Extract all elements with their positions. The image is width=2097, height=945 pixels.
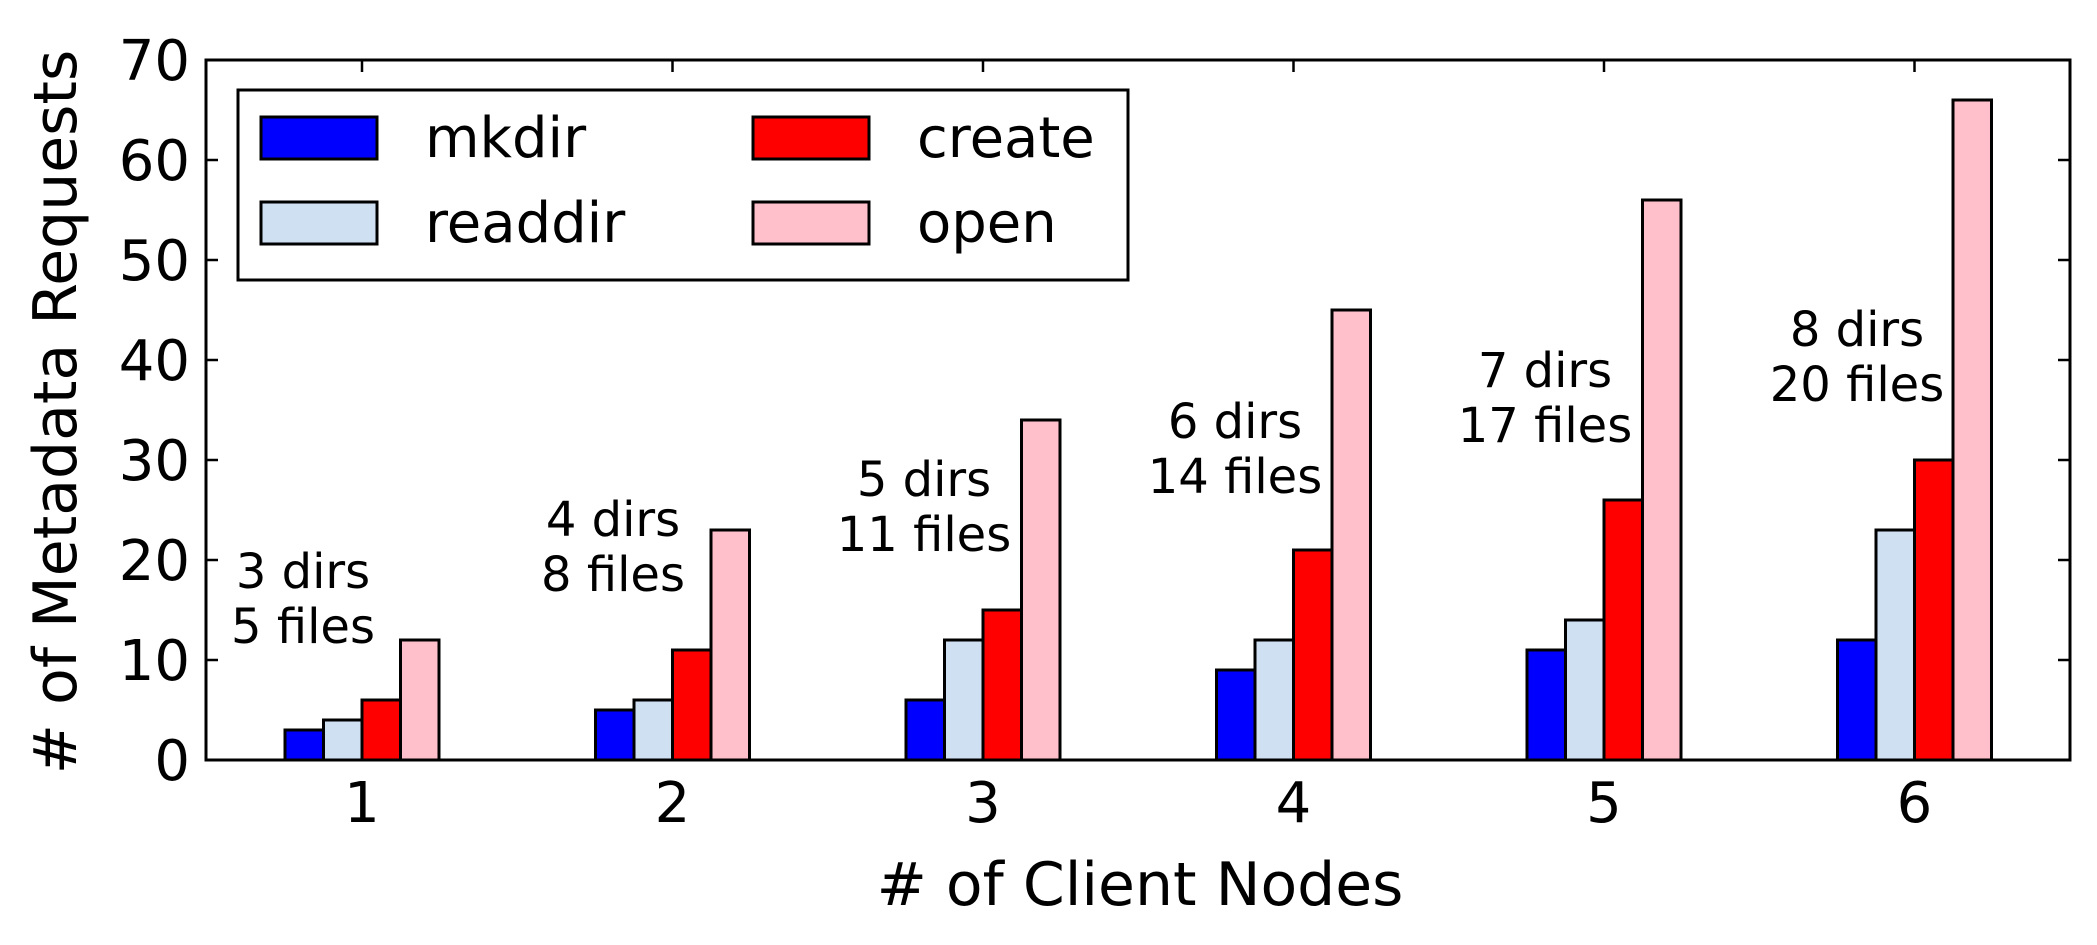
annotation-1-line1: 3 dirs (236, 544, 370, 600)
bar-mkdir-4 (1215, 668, 1257, 762)
y-tick-label: 30 (119, 429, 190, 494)
annotation-2-line2: 8 files (541, 547, 685, 603)
bar-readdir-6 (1874, 528, 1916, 762)
bar-mkdir-3 (904, 698, 946, 762)
y-tick-label: 20 (119, 529, 190, 594)
legend-label-create: create (917, 106, 1095, 171)
x-axis-label: # of Client Nodes (877, 850, 1404, 920)
axes: 0 10 20 30 40 50 60 70 1 2 3 4 5 6 (119, 29, 2070, 836)
bar-open-5 (1641, 198, 1683, 762)
x-tick-label: 1 (344, 771, 380, 836)
bar-open-4 (1330, 308, 1372, 762)
x-tick-label: 4 (1276, 771, 1312, 836)
bar-readdir-4 (1253, 638, 1295, 762)
annotation-1-line2: 5 files (231, 599, 375, 655)
y-tick-label: 0 (154, 729, 190, 794)
bar-open-6 (1951, 98, 1993, 762)
legend-label-mkdir: mkdir (425, 106, 587, 171)
bar-open-1 (399, 638, 441, 762)
legend-label-open: open (917, 191, 1057, 256)
bar-mkdir-6 (1836, 638, 1878, 762)
bar-mkdir-1 (283, 728, 325, 762)
plot-frame (204, 58, 2072, 762)
legend-swatch-open (751, 200, 871, 246)
legend: mkdir readdir create open (236, 88, 1130, 282)
bar-create-6 (1913, 458, 1955, 762)
bar-create-3 (981, 608, 1023, 762)
bar-mkdir-2 (594, 708, 636, 762)
y-tick-label: 40 (119, 329, 190, 394)
y-tick-label: 70 (119, 29, 190, 94)
bar-open-2 (709, 528, 751, 762)
legend-swatch-mkdir (259, 115, 379, 161)
annotation-4-line2: 14 files (1148, 449, 1322, 505)
legend-swatch-readdir (259, 200, 379, 246)
bar-open-3 (1020, 418, 1062, 762)
legend-box (236, 88, 1130, 282)
bar-create-2 (671, 648, 713, 762)
y-tick-label: 60 (119, 129, 190, 194)
bar-readdir-2 (632, 698, 674, 762)
bar-readdir-5 (1564, 618, 1606, 762)
x-tick-label: 3 (965, 771, 1001, 836)
annotation-4-line1: 6 dirs (1168, 394, 1302, 450)
annotation-6-line1: 8 dirs (1790, 302, 1924, 358)
bar-mkdir-5 (1525, 648, 1567, 762)
annotation-3-line1: 5 dirs (857, 452, 991, 508)
annotation-5-line1: 7 dirs (1478, 343, 1612, 399)
annotation-3-line2: 11 files (837, 507, 1011, 563)
bar-create-1 (360, 698, 402, 762)
legend-swatch-create (751, 115, 871, 161)
annotation-5-line2: 17 files (1458, 398, 1632, 454)
x-tick-label: 5 (1586, 771, 1622, 836)
x-tick-label: 6 (1897, 771, 1933, 836)
annotation-6-line2: 20 files (1770, 357, 1944, 413)
bar-readdir-3 (943, 638, 985, 762)
y-tick-label: 50 (119, 229, 190, 294)
bar-create-5 (1602, 498, 1644, 762)
y-axis-label: # of Metadata Requests (21, 50, 91, 774)
bar-readdir-1 (322, 718, 364, 762)
y-tick-label: 10 (119, 629, 190, 694)
bar-create-4 (1292, 548, 1334, 762)
legend-label-readdir: readdir (425, 191, 626, 256)
x-tick-label: 2 (655, 771, 691, 836)
annotation-2-line1: 4 dirs (546, 492, 680, 548)
